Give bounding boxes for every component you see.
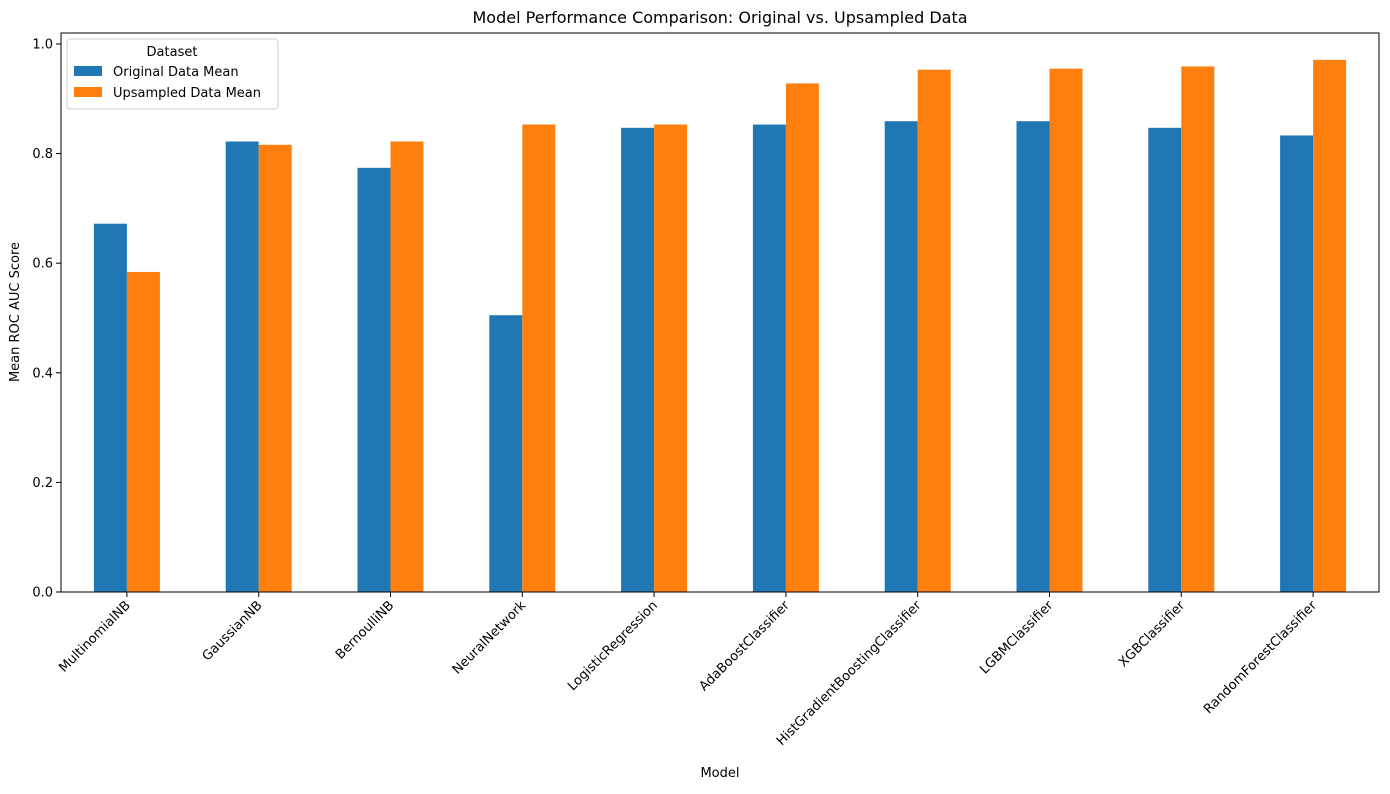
x-tick-label-histgradientboostingclassifier: HistGradientBoostingClassifier [774,598,925,749]
legend-label-original: Original Data Mean [113,65,239,80]
bar-upsampled-data-mean-bernoullinb [390,141,424,592]
bar-upsampled-data-mean-adaboostclassifier [785,83,819,592]
x-tick-label-xgbclassifier: XGBClassifier [1116,598,1189,671]
x-tick-label-gaussiannb: GaussianNB [200,598,266,664]
legend-title: Dataset [147,45,198,60]
x-tick-label-multinomialnb: MultinomialNB [56,598,133,675]
bar-original-data-mean-randomforestclassifier [1280,135,1314,592]
bar-upsampled-data-mean-histgradientboostingclassifier [917,69,951,592]
bar-original-data-mean-gaussiannb [225,141,259,592]
bar-upsampled-data-mean-xgbclassifier [1181,66,1215,592]
bar-upsampled-data-mean-gaussiannb [258,144,292,593]
bar-original-data-mean-logisticregression [621,127,655,592]
bar-original-data-mean-adaboostclassifier [752,124,786,592]
x-axis-label: Model [700,766,739,781]
bar-original-data-mean-multinomialnb [93,223,127,592]
bar-upsampled-data-mean-lgbmclassifier [1049,68,1083,592]
y-tick-label: 0.4 [32,366,53,381]
x-tick-label-bernoullinb: BernoulliNB [333,598,397,662]
x-tick-label-lgbmclassifier: LGBMClassifier [977,598,1057,678]
x-tick-label-randomforestclassifier: RandomForestClassifier [1201,598,1320,717]
legend-label-upsampled: Upsampled Data Mean [113,86,261,101]
legend-swatch-original [74,66,102,76]
bar-original-data-mean-lgbmclassifier [1016,121,1050,592]
bar-upsampled-data-mean-neuralnetwork [522,124,556,592]
y-axis: 0.0 0.2 0.4 0.6 0.8 1.0 [32,37,61,601]
legend: Dataset Original Data Mean Upsampled Dat… [66,38,279,110]
x-tick-label-logisticregression: LogisticRegression [565,598,661,694]
y-tick-label: 0.6 [32,257,53,272]
bars-group [93,59,1347,593]
y-tick-label: 1.0 [32,37,53,52]
chart-title: Model Performance Comparison: Original v… [472,8,967,27]
bar-original-data-mean-neuralnetwork [489,315,523,592]
bar-upsampled-data-mean-randomforestclassifier [1313,59,1347,592]
bar-original-data-mean-bernoullinb [357,167,391,593]
y-axis-label: Mean ROC AUC Score [8,242,23,382]
bar-original-data-mean-histgradientboostingclassifier [884,121,918,592]
y-tick-label: 0.8 [32,147,53,162]
plot-frame [60,32,1380,593]
legend-box [66,38,279,110]
x-tick-label-adaboostclassifier: AdaBoostClassifier [697,598,794,695]
x-axis: MultinomialNB GaussianNB BernoulliNB Neural… [56,592,1320,749]
legend-swatch-upsampled [74,87,102,97]
x-tick-label-neuralnetwork: NeuralNetwork [450,598,530,678]
bar-upsampled-data-mean-multinomialnb [126,271,160,592]
y-tick-label: 0.0 [32,586,53,601]
bar-original-data-mean-xgbclassifier [1148,127,1182,592]
y-tick-label: 0.2 [32,476,53,491]
bar-upsampled-data-mean-logisticregression [654,124,688,592]
